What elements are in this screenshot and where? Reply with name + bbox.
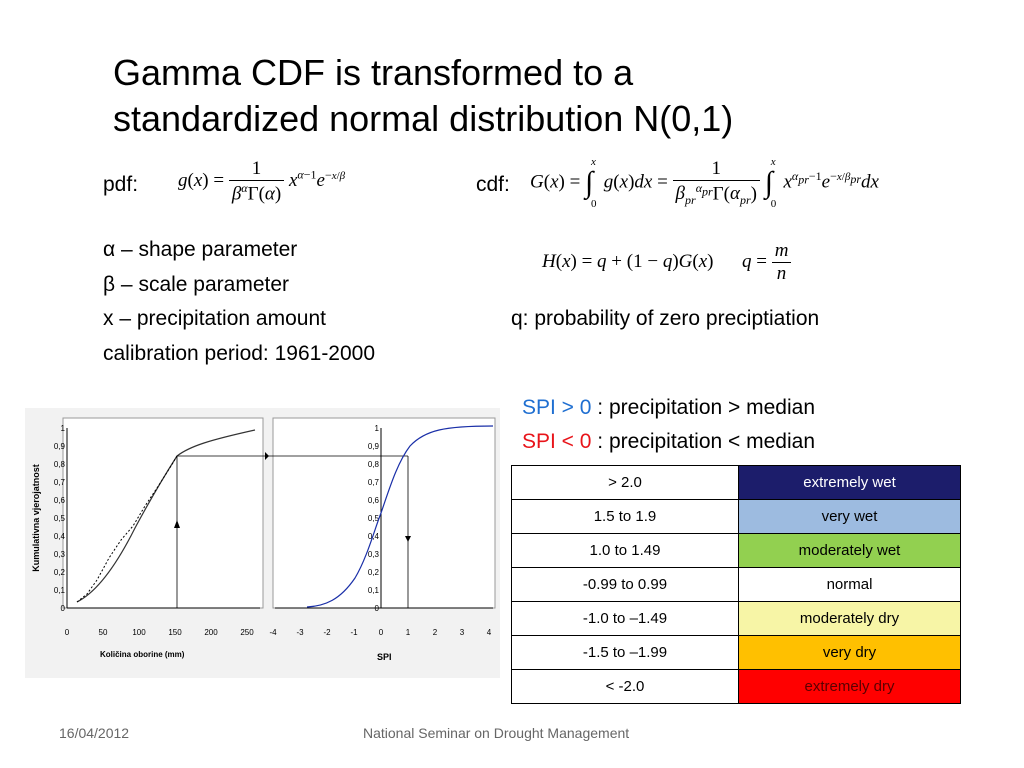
param-beta: β – scale parameter [103,273,290,296]
right-ytick: 0,1 [368,586,380,595]
spi-classification-table: > 2.0 extremely wet 1.5 to 1.9 very wet 1.0 … [511,465,961,704]
right-ytick: 0,5 [368,514,380,523]
spi-row: -1.5 to –1.99 very dry [511,635,961,670]
param-x: x – precipitation amount [103,307,326,330]
spi-negative: SPI < 0 : precipitation < median [522,430,816,453]
right-ytick: 0,8 [368,460,380,469]
calibration-period: calibration period: 1961-2000 [103,342,376,365]
footer-title: National Seminar on Drought Management [363,725,630,741]
param-alpha: α – shape parameter [103,238,298,261]
right-ytick: 0,3 [368,550,380,559]
right-ytick: 0,7 [368,478,380,487]
spi-range: 1.5 to 1.9 [511,499,739,534]
spi-row: < -2.0 extremely dry [511,669,961,704]
spi-range: < -2.0 [511,669,739,704]
spi-row: -0.99 to 0.99 normal [511,567,961,602]
spi-category: extremely wet [738,465,961,500]
left-ytick: 0,4 [54,532,66,541]
right-xtick: 2 [433,628,438,637]
left-ytick: 0,7 [54,478,66,487]
left-ytick: 0,1 [54,586,66,595]
right-xlabel: SPI [377,652,392,662]
normal-cdf-curve [306,425,494,608]
cdf-formula: G(x) = ∫ x 0 g(x)dx = 1 βprαprΓ(αpr) ∫ x 0 xα… [530,156,879,211]
spi-category: normal [738,567,961,602]
right-xtick: -4 [269,628,277,637]
right-ytick: 0,6 [368,496,380,505]
pdf-label: pdf: [103,173,139,196]
right-xtick: 1 [406,628,411,637]
right-xtick: -3 [296,628,304,637]
title-line-2: standardized normal distribution N(0,1) [113,98,734,139]
spi-category: extremely dry [738,669,961,704]
spi-category: moderately wet [738,533,961,568]
spi-category: very wet [738,499,961,534]
gamma-to-normal-figure: 00,10,20,30,40,50,60,70,80,91 0 50 100 150 2… [25,408,500,678]
right-xtick: -2 [323,628,331,637]
title-line-1: Gamma CDF is transformed to a [113,52,634,93]
spi-category: moderately dry [738,601,961,636]
spi-row: 1.0 to 1.49 moderately wet [511,533,961,568]
left-xtick: 150 [168,628,182,637]
cdf-label: cdf: [476,173,510,196]
spi-positive: SPI > 0 : precipitation > median [522,396,816,419]
left-xtick: 250 [240,628,254,637]
gamma-cdf-curve [76,429,256,603]
left-ytick: 0 [61,604,66,613]
left-ylabel: Kumulativna vjerojatnost [31,464,41,572]
left-xlabel: Količina oborine (mm) [100,650,185,659]
right-xtick: 0 [379,628,384,637]
spi-row: > 2.0 extremely wet [511,465,961,500]
right-xtick: 3 [460,628,465,637]
spi-range: -0.99 to 0.99 [511,567,739,602]
right-ytick: 0,2 [368,568,380,577]
left-ytick: 0,2 [54,568,66,577]
left-xtick: 200 [204,628,218,637]
spi-range: -1.5 to –1.99 [511,635,739,670]
left-ytick: 0,9 [54,442,66,451]
right-ytick: 0,9 [368,442,380,451]
slide-title: Gamma CDF is transformed to a standardiz… [113,50,913,142]
right-ytick: 0,4 [368,532,380,541]
left-ytick: 1 [61,424,66,433]
left-xtick: 50 [99,628,108,637]
spi-range: -1.0 to –1.49 [511,601,739,636]
right-xtick: 4 [487,628,492,637]
left-ytick: 0,6 [54,496,66,505]
left-xtick: 100 [132,628,146,637]
right-xtick: -1 [350,628,358,637]
right-ytick: 1 [375,424,380,433]
spi-row: 1.5 to 1.9 very wet [511,499,961,534]
spi-category: very dry [738,635,961,670]
left-ytick: 0,8 [54,460,66,469]
spi-range: 1.0 to 1.49 [511,533,739,568]
spi-row: -1.0 to –1.49 moderately dry [511,601,961,636]
left-xtick: 0 [65,628,70,637]
right-ytick: 0 [375,604,380,613]
q-note: q: probability of zero preciptiation [511,307,820,330]
left-ytick: 0,3 [54,550,66,559]
footer-date: 16/04/2012 [59,725,130,741]
pdf-formula: g(x) = 1 βαΓ(α) xα−1e−x/β [178,158,346,205]
left-ytick: 0,5 [54,514,66,523]
spi-range: > 2.0 [511,465,739,500]
